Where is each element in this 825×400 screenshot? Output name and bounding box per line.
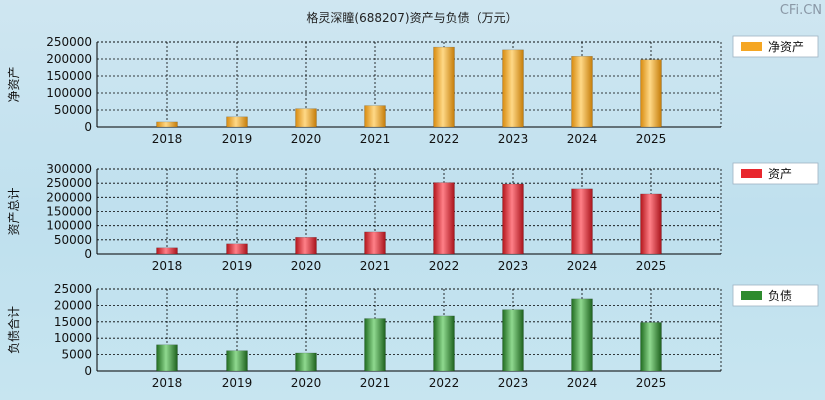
x-tick-label: 2020 xyxy=(291,132,322,146)
bar-2021 xyxy=(364,231,386,255)
x-tick-label: 2025 xyxy=(636,376,667,390)
bar-2018 xyxy=(156,344,178,372)
x-tick-label: 2020 xyxy=(291,376,322,390)
legend-swatch xyxy=(741,169,762,178)
x-tick-label: 2022 xyxy=(429,376,460,390)
x-tick-label: 2018 xyxy=(152,376,183,390)
bar-2022 xyxy=(433,315,455,372)
bar-2020 xyxy=(295,108,317,128)
x-tick-label: 2025 xyxy=(636,132,667,146)
x-tick-label: 2024 xyxy=(567,376,598,390)
bar-2024 xyxy=(571,188,593,255)
bar-2021 xyxy=(364,318,386,372)
bar-2025 xyxy=(640,59,662,128)
legend-label: 负债 xyxy=(768,289,792,303)
y-tick-label: 200000 xyxy=(46,52,92,66)
chart-title: 格灵深瞳(688207)资产与负债（万元） xyxy=(306,10,517,25)
legend-swatch xyxy=(741,42,762,51)
bar-2019 xyxy=(226,243,248,255)
y-tick-label: 15000 xyxy=(54,315,92,329)
x-tick-label: 2021 xyxy=(360,259,391,273)
x-tick-label: 2022 xyxy=(429,259,460,273)
bar-2019 xyxy=(226,350,248,372)
bar-2025 xyxy=(640,193,662,255)
y-tick-label: 50000 xyxy=(54,233,92,247)
y-tick-label: 20000 xyxy=(54,298,92,312)
y-tick-label: 200000 xyxy=(46,190,92,204)
legend-box xyxy=(732,162,819,185)
bar-2022 xyxy=(433,46,455,128)
y-tick-label: 300000 xyxy=(46,162,92,176)
x-tick-label: 2024 xyxy=(567,132,598,146)
y-tick-label: 0 xyxy=(84,120,92,134)
x-tick-label: 2019 xyxy=(222,376,253,390)
y-tick-label: 150000 xyxy=(46,205,92,219)
watermark: CFi.CN xyxy=(780,3,822,18)
y-tick-label: 100000 xyxy=(46,86,92,100)
panel-3: 0 5000 10000 15000 20000 25000 2018 2019 2020 202… xyxy=(6,282,819,390)
y-tick-label: 5000 xyxy=(61,348,92,362)
y-tick-label: 250000 xyxy=(46,35,92,49)
x-tick-label: 2023 xyxy=(498,259,529,273)
x-tick-label: 2019 xyxy=(222,132,253,146)
y-axis-label: 净资产 xyxy=(7,66,21,102)
bar-2024 xyxy=(571,298,593,372)
x-tick-label: 2025 xyxy=(636,259,667,273)
legend-box xyxy=(732,284,819,307)
bar-2021 xyxy=(364,105,386,128)
y-tick-label: 0 xyxy=(84,364,92,378)
legend-box xyxy=(732,35,819,58)
x-tick-label: 2023 xyxy=(498,132,529,146)
y-tick-label: 250000 xyxy=(46,176,92,190)
y-tick-label: 50000 xyxy=(54,103,92,117)
bar-2025 xyxy=(640,322,662,372)
bar-2022 xyxy=(433,182,455,255)
bar-2023 xyxy=(502,309,524,372)
y-tick-label: 0 xyxy=(84,247,92,261)
bar-2018 xyxy=(156,247,178,255)
legend: 净资产 xyxy=(732,35,819,58)
legend-label: 净资产 xyxy=(768,40,804,54)
bar-2020 xyxy=(295,352,317,372)
bar-2018 xyxy=(156,121,178,128)
y-tick-label: 100000 xyxy=(46,219,92,233)
x-tick-label: 2021 xyxy=(360,132,391,146)
y-tick-label: 25000 xyxy=(54,282,92,296)
legend-swatch xyxy=(741,291,762,300)
y-tick-label: 10000 xyxy=(54,331,92,345)
panel-1: 0 50000 100000 150000 200000 250000 2018 2019 20… xyxy=(7,35,819,146)
x-tick-label: 2022 xyxy=(429,132,460,146)
x-tick-label: 2019 xyxy=(222,259,253,273)
bar-2020 xyxy=(295,237,317,255)
y-axis-label: 负债合计 xyxy=(6,306,21,354)
legend-label: 资产 xyxy=(768,167,792,181)
legend: 资产 xyxy=(732,162,819,185)
bar-2023 xyxy=(502,183,524,255)
x-tick-label: 2018 xyxy=(152,132,183,146)
x-tick-label: 2024 xyxy=(567,259,598,273)
bar-2023 xyxy=(502,49,524,128)
x-tick-label: 2020 xyxy=(291,259,322,273)
legend: 负债 xyxy=(732,284,819,307)
x-tick-label: 2023 xyxy=(498,376,529,390)
bar-2024 xyxy=(571,56,593,128)
x-tick-label: 2018 xyxy=(152,259,183,273)
bar-2019 xyxy=(226,116,248,128)
x-tick-label: 2021 xyxy=(360,376,391,390)
y-tick-label: 150000 xyxy=(46,69,92,83)
y-axis-label: 资产总计 xyxy=(7,187,21,235)
